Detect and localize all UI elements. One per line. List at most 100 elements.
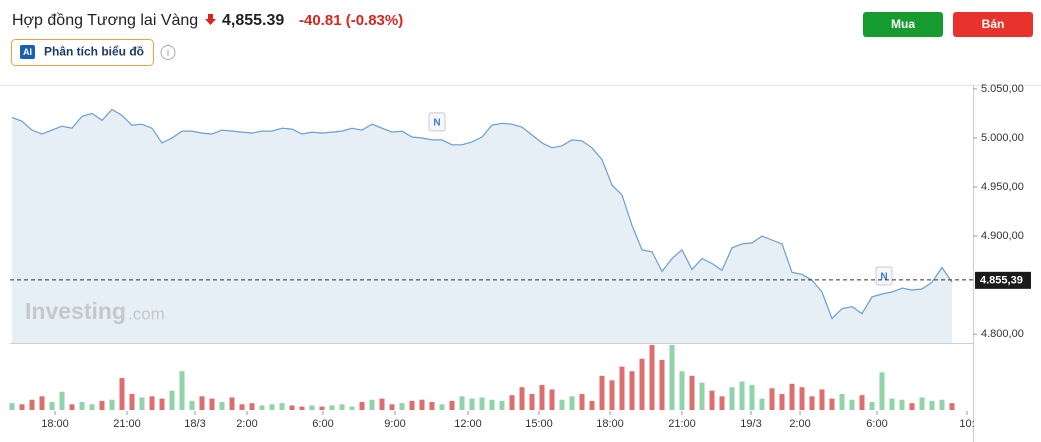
volume-bar	[159, 398, 165, 410]
volume-bar	[639, 358, 645, 410]
y-tick-label: 5.050,00	[981, 83, 1024, 95]
volume-bar	[39, 396, 45, 410]
volume-bar	[499, 400, 505, 410]
volume-bar	[109, 399, 115, 410]
volume-bar	[849, 399, 855, 410]
volume-bar	[269, 404, 275, 410]
volume-bar	[69, 404, 75, 410]
volume-bar	[279, 403, 285, 410]
volume-bar	[519, 387, 525, 410]
volume-bar	[239, 404, 245, 410]
volume-bar	[929, 400, 935, 410]
x-tick-label: 15:00	[525, 418, 553, 430]
news-marker	[428, 112, 446, 132]
volume-bar	[609, 380, 615, 410]
volume-bar	[919, 397, 925, 410]
volume-bar	[719, 396, 725, 410]
volume-bar	[799, 387, 805, 410]
news-marker-label: N	[880, 272, 887, 283]
volume-bar	[689, 375, 695, 410]
last-price-label: 4.855,39	[980, 275, 1023, 287]
volume-bar	[859, 395, 865, 410]
analysis-button[interactable]	[11, 39, 154, 66]
volume-bar	[309, 405, 315, 410]
volume-bar	[459, 396, 465, 410]
volume-bar	[59, 391, 65, 410]
volume-bar	[139, 397, 145, 410]
x-tick-label: 10:	[959, 418, 974, 430]
volume-bar	[179, 371, 185, 410]
volume-bar	[559, 399, 565, 410]
volume-bar	[769, 388, 775, 410]
x-tick-label: 6:00	[866, 418, 887, 430]
volume-bar	[949, 403, 955, 410]
volume-bar	[749, 384, 755, 410]
volume-bar	[659, 359, 665, 410]
volume-bar	[589, 400, 595, 410]
volume-bar	[339, 404, 345, 410]
volume-bar	[379, 398, 385, 410]
volume-bar	[449, 400, 455, 410]
volume-bar	[739, 381, 745, 410]
ai-icon	[20, 45, 35, 59]
title: Hợp đồng Tương lai Vàng	[12, 12, 198, 29]
volume-bar	[629, 371, 635, 410]
x-tick-label: 18:00	[41, 418, 69, 430]
volume-bar	[439, 404, 445, 410]
volume-bar	[49, 402, 55, 410]
volume-bar	[819, 389, 825, 410]
volume-bar	[169, 390, 175, 410]
volume-bar	[649, 345, 655, 410]
volume-bar	[489, 399, 495, 410]
volume-bar	[709, 390, 715, 410]
volume-bar	[669, 345, 675, 410]
watermark: Investing	[25, 298, 126, 324]
volume-bar	[539, 384, 545, 410]
sell-button[interactable]	[953, 12, 1033, 37]
volume-bar	[889, 398, 895, 410]
volume-bar	[579, 394, 585, 410]
volume-bar	[349, 406, 355, 410]
volume-bar	[359, 402, 365, 410]
volume-bar	[729, 387, 735, 410]
down-arrow	[205, 14, 216, 25]
volume-bar	[469, 398, 475, 410]
volume-bar	[549, 389, 555, 410]
volume-bar	[599, 375, 605, 410]
volume-bar	[89, 404, 95, 410]
volume-bar	[189, 400, 195, 410]
volume-bar	[9, 403, 15, 410]
volume-bar	[779, 394, 785, 410]
volume-bar	[759, 398, 765, 410]
volume-bar	[419, 399, 425, 410]
volume-bar	[119, 378, 125, 410]
volume-bar	[209, 398, 215, 410]
volume-bar	[879, 372, 885, 410]
volume-bar	[529, 394, 535, 410]
volume-bar	[409, 400, 415, 410]
volume-bar	[299, 406, 305, 410]
x-tick-label: 19/3	[740, 418, 761, 430]
volume-bar	[829, 398, 835, 410]
x-tick-label: 2:00	[789, 418, 810, 430]
volume-bar	[329, 405, 335, 410]
price-line	[11, 108, 953, 320]
volume-bar	[679, 371, 685, 410]
info-icon[interactable]	[160, 45, 176, 60]
volume-bar	[19, 404, 25, 410]
buy-button[interactable]	[863, 12, 943, 37]
sell-label: Bán	[982, 17, 1005, 31]
y-tick-label: 4.950,00	[981, 181, 1024, 193]
volume-bar	[229, 397, 235, 410]
volume-bar	[619, 366, 625, 410]
buy-label: Mua	[891, 17, 915, 31]
volume-bar	[429, 402, 435, 410]
volume-bar	[939, 399, 945, 410]
volume-bar	[699, 382, 705, 410]
watermark-suffix: .com	[128, 304, 165, 323]
news-marker-label: N	[433, 118, 440, 129]
x-tick-label: 2:00	[236, 418, 257, 430]
volume-bar	[789, 383, 795, 410]
